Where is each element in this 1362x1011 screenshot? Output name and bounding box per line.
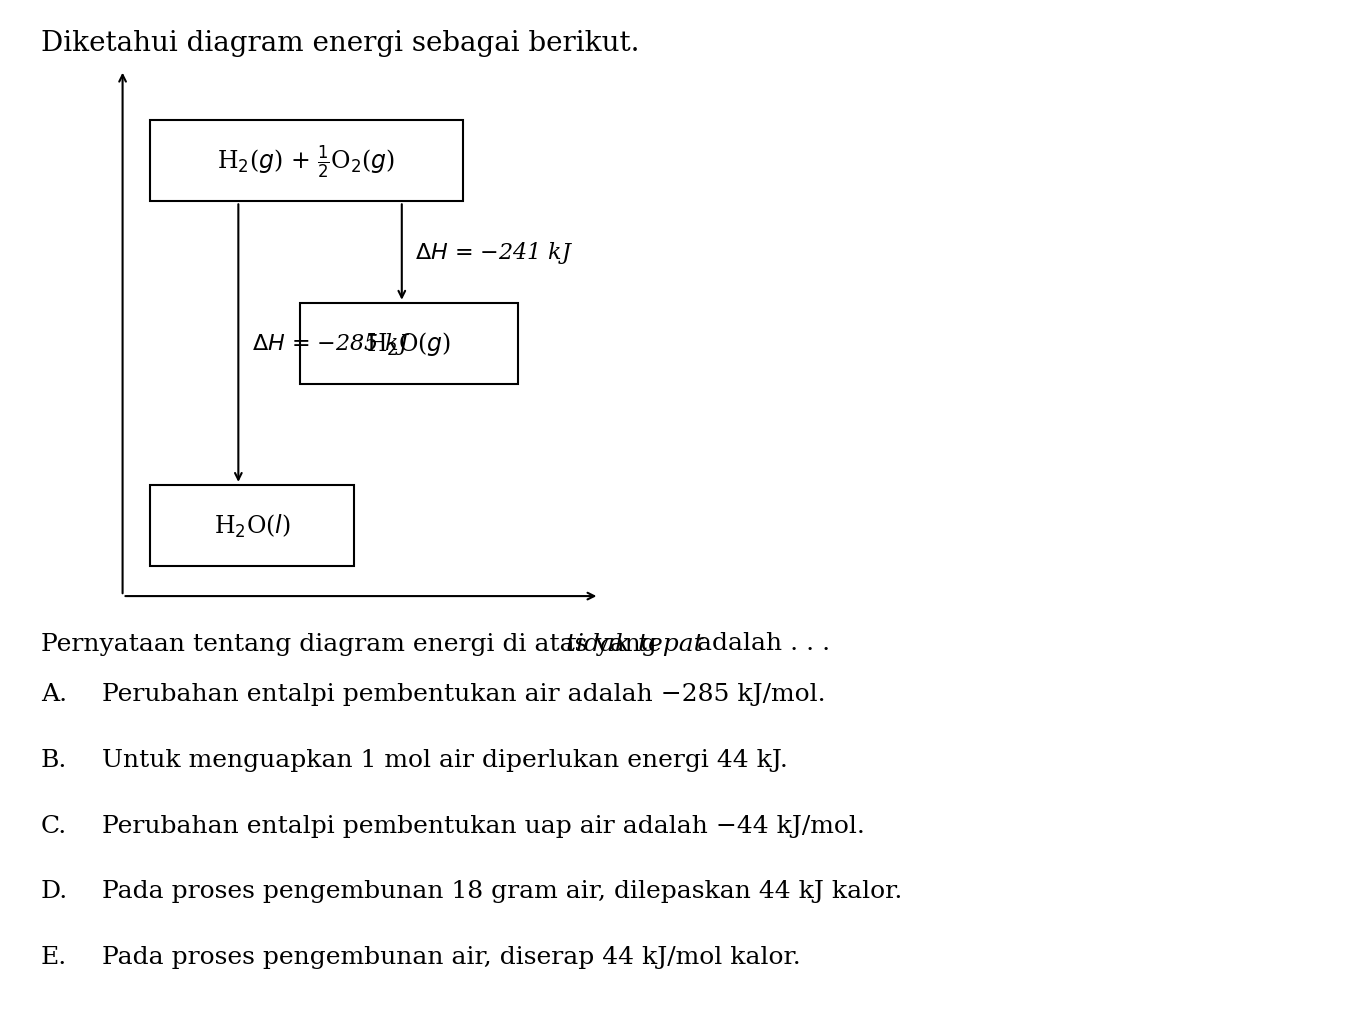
Text: C.: C. xyxy=(41,814,67,837)
Text: A.: A. xyxy=(41,682,67,706)
Text: H$_2$($g$) + $\frac{1}{2}$O$_2$($g$): H$_2$($g$) + $\frac{1}{2}$O$_2$($g$) xyxy=(218,144,395,180)
Text: Pada proses pengembunan air, diserap 44 kJ/mol kalor.: Pada proses pengembunan air, diserap 44 … xyxy=(102,945,801,969)
Text: $\Delta H$ = −285 kJ: $\Delta H$ = −285 kJ xyxy=(252,331,410,357)
FancyBboxPatch shape xyxy=(150,121,463,202)
Text: Diketahui diagram energi sebagai berikut.: Diketahui diagram energi sebagai berikut… xyxy=(41,30,639,58)
Text: adalah . . .: adalah . . . xyxy=(689,632,829,655)
FancyBboxPatch shape xyxy=(300,303,518,384)
Text: $\Delta H$ = −241 kJ: $\Delta H$ = −241 kJ xyxy=(415,240,573,266)
Text: B.: B. xyxy=(41,748,67,771)
FancyBboxPatch shape xyxy=(150,485,354,566)
Text: E.: E. xyxy=(41,945,67,969)
Text: Pernyataan tentang diagram energi di atas yang: Pernyataan tentang diagram energi di ata… xyxy=(41,632,665,655)
Text: Perubahan entalpi pembentukan uap air adalah −44 kJ/mol.: Perubahan entalpi pembentukan uap air ad… xyxy=(102,814,865,837)
Text: Pada proses pengembunan 18 gram air, dilepaskan 44 kJ kalor.: Pada proses pengembunan 18 gram air, dil… xyxy=(102,880,903,903)
Text: Perubahan entalpi pembentukan air adalah −285 kJ/mol.: Perubahan entalpi pembentukan air adalah… xyxy=(102,682,825,706)
Text: H$_2$O($l$): H$_2$O($l$) xyxy=(214,513,290,539)
Text: D.: D. xyxy=(41,880,68,903)
Text: tidak tepat: tidak tepat xyxy=(565,632,703,655)
Text: H$_2$O($g$): H$_2$O($g$) xyxy=(366,330,451,358)
Text: Untuk menguapkan 1 mol air diperlukan energi 44 kJ.: Untuk menguapkan 1 mol air diperlukan en… xyxy=(102,748,789,771)
